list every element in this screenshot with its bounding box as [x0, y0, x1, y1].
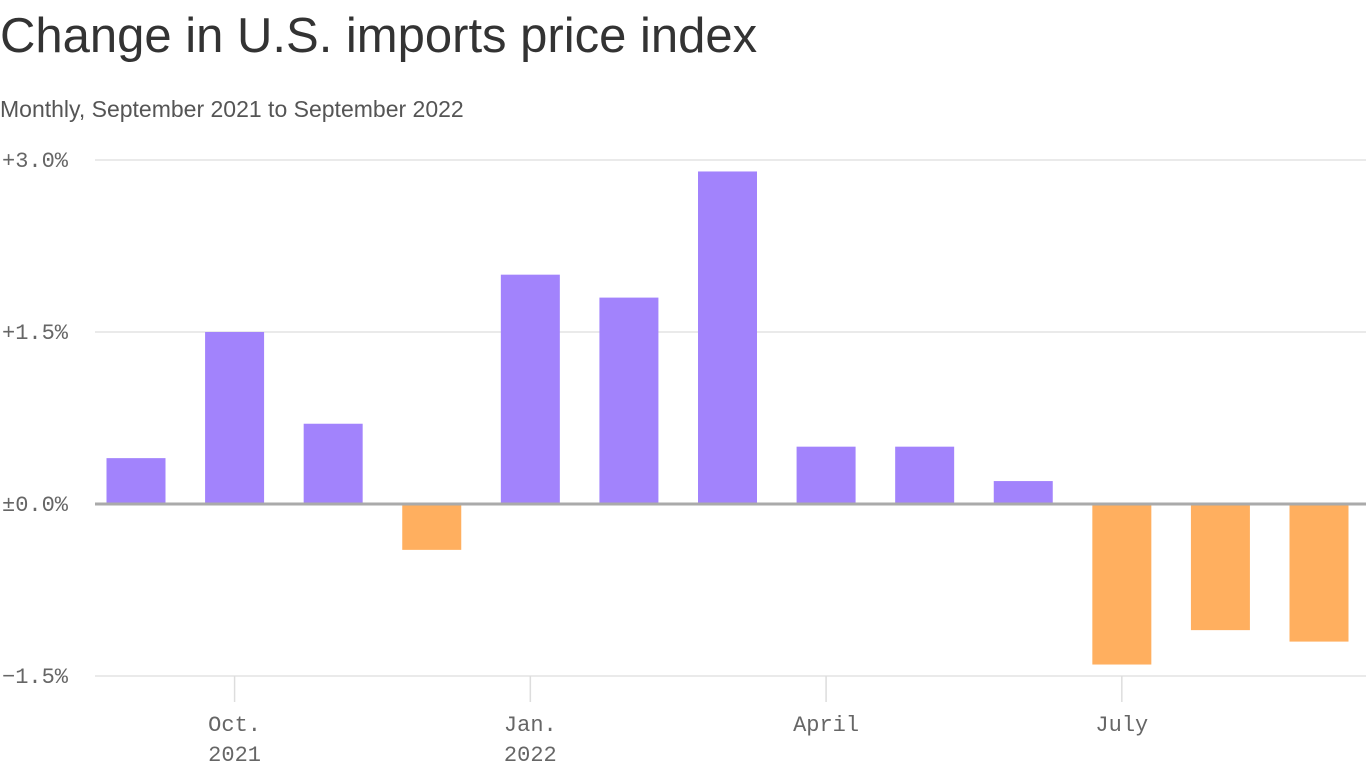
bar — [1190, 504, 1250, 631]
chart-subtitle: Monthly, September 2021 to September 202… — [0, 96, 464, 122]
bar — [698, 171, 757, 504]
bar — [106, 458, 166, 504]
x-tick-label: Jan. 2022 — [504, 713, 557, 768]
chart-title: Change in U.S. imports price index — [0, 9, 757, 63]
y-tick-label: +1.5% — [2, 321, 69, 346]
x-tick-label: July — [1095, 713, 1148, 738]
bar — [993, 481, 1053, 504]
bar — [599, 297, 659, 504]
y-tick-label: −1.5% — [2, 665, 69, 690]
bar — [1092, 504, 1152, 665]
bar — [303, 423, 363, 504]
bar — [402, 504, 462, 550]
x-tick-label: Oct. 2021 — [208, 713, 261, 768]
bar — [895, 446, 955, 504]
bar — [500, 274, 560, 504]
bar — [796, 446, 856, 504]
bar — [1289, 504, 1349, 642]
y-tick-label: +3.0% — [2, 149, 69, 174]
y-tick-label: ±0.0% — [2, 493, 69, 518]
bar — [205, 332, 265, 504]
x-tick-label: April — [793, 713, 859, 738]
